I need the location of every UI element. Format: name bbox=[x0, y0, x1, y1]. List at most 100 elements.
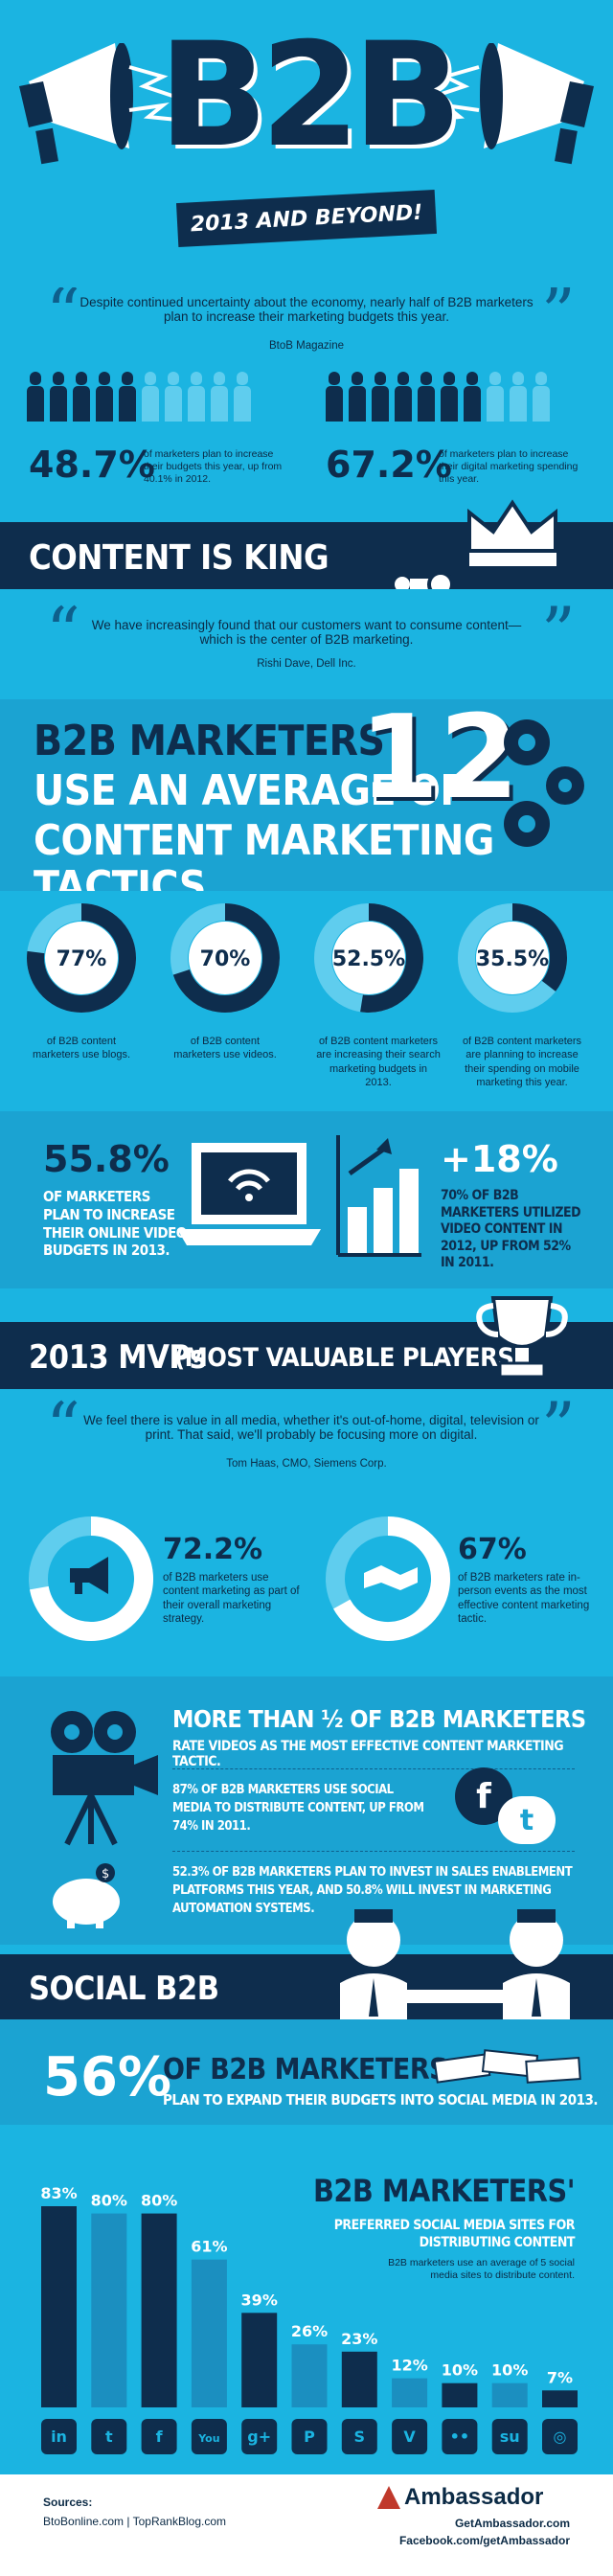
chart-bar bbox=[542, 2390, 578, 2407]
ring-arc bbox=[27, 903, 136, 1013]
ring-value: 52.5% bbox=[332, 947, 405, 971]
megaphone-right-icon bbox=[480, 43, 594, 165]
piggy-bank-icon: $ bbox=[53, 1863, 120, 1928]
twitter-icon[interactable] bbox=[91, 2419, 127, 2454]
mvps-heading-sub: (MOST VALUABLE PLAYERS) bbox=[174, 1343, 524, 1373]
chart-icon-glyph: f bbox=[156, 2428, 164, 2446]
chart-icon-glyph: t bbox=[105, 2428, 113, 2446]
footer: Sources: BtoBonline.com | TopRankBlog.co… bbox=[0, 2474, 613, 2576]
laptop-wifi-icon bbox=[177, 1143, 321, 1245]
sources-text: BtoBonline.com | TopRankBlog.com bbox=[43, 2515, 226, 2528]
quote-close-icon: ” bbox=[541, 287, 576, 353]
quote-close-icon: ” bbox=[541, 1389, 576, 1467]
mvps-stats-section: 72.2% of B2B marketers use content marke… bbox=[0, 1504, 613, 1667]
chart-icon-glyph: P bbox=[304, 2428, 315, 2446]
ring-label: of B2B content marketers use blogs. bbox=[32, 1036, 131, 1061]
stumbleupon-icon[interactable] bbox=[491, 2419, 528, 2454]
twitter-icon: t bbox=[498, 1796, 556, 1844]
quote-open-icon: “ bbox=[46, 287, 80, 353]
video-camera-icon bbox=[51, 1711, 158, 1846]
social-heading: SOCIAL B2B bbox=[29, 1970, 219, 2008]
half-heading: MORE THAN ½ OF B2B MARKETERS bbox=[172, 1705, 586, 1733]
mvp-ring-arc bbox=[30, 1516, 153, 1641]
mvp-stat2-value: 67% bbox=[458, 1533, 527, 1566]
megaphone-small-icon bbox=[70, 1557, 108, 1594]
intro-section: “ ” Despite continued uncertainty about … bbox=[0, 287, 613, 498]
pinterest-icon[interactable] bbox=[291, 2419, 328, 2454]
ring-center bbox=[332, 922, 405, 994]
sources-label: Sources: bbox=[43, 2496, 93, 2509]
quote-open-icon: “ bbox=[46, 593, 80, 672]
mvps-source: Tom Haas, CMO, Siemens Corp. bbox=[226, 1458, 387, 1470]
slideshare-icon[interactable] bbox=[341, 2419, 377, 2454]
chart-bar-label: 80% bbox=[141, 2192, 177, 2210]
header-title: B2B bbox=[158, 12, 462, 179]
chart-icon-glyph: V bbox=[403, 2428, 416, 2446]
money-stack-icon bbox=[433, 2049, 581, 2084]
video-section: 55.8% OF MARKETERS PLAN TO INCREASE THEI… bbox=[0, 1111, 613, 1288]
flickr-icon[interactable] bbox=[442, 2419, 478, 2454]
megaphone-left-icon bbox=[19, 43, 133, 165]
chart-bar bbox=[392, 2378, 428, 2407]
half-sales: 52.3% OF B2B MARKETERS PLAN TO INVEST IN… bbox=[172, 1865, 573, 1916]
rings-chart: 77% 70% 52.5% 35.5% bbox=[27, 903, 567, 1013]
linkedin-icon[interactable] bbox=[41, 2419, 77, 2454]
ring-arc bbox=[360, 903, 423, 1013]
chart-bar bbox=[141, 2213, 177, 2407]
ring-value: 70% bbox=[200, 947, 251, 971]
sound-bolt-left-icon bbox=[128, 65, 178, 122]
intro-stat1-text: of marketers plan to increase their budg… bbox=[144, 448, 283, 486]
chart-icon-glyph: ◎ bbox=[554, 2428, 567, 2446]
video-right-text: 70% OF B2B MARKETERS UTILIZED VIDEO CONT… bbox=[441, 1188, 581, 1270]
quote-open-icon: “ bbox=[46, 1389, 80, 1467]
video-right-value: +18% bbox=[441, 1138, 558, 1180]
chart-subtitle: PREFERRED SOCIAL MEDIA SITES FOR DISTRIB… bbox=[333, 2218, 576, 2251]
intro-quote: Despite continued uncertainty about the … bbox=[79, 295, 534, 324]
mvps-heading: 2013 MVPs bbox=[29, 1338, 207, 1377]
ring-arc bbox=[172, 903, 280, 1013]
chart-icon-glyph: g+ bbox=[247, 2428, 271, 2446]
half-social: 87% OF B2B MARKETERS USE SOCIAL MEDIA TO… bbox=[172, 1783, 424, 1834]
social-line2: PLAN TO EXPAND THEIR BUDGETS INTO SOCIAL… bbox=[163, 2091, 599, 2109]
youtube-icon[interactable] bbox=[191, 2419, 227, 2454]
vimeo-icon[interactable] bbox=[392, 2419, 428, 2454]
chart-section: B2B MARKETERS' PREFERRED SOCIAL MEDIA SI… bbox=[0, 2134, 613, 2474]
half-section: $ MORE THAN ½ OF B2B MARKETERS RATE VIDE… bbox=[0, 1676, 613, 1945]
brand-name: Ambassador bbox=[404, 2484, 544, 2510]
people-row-left bbox=[27, 372, 251, 422]
content-king-quote-section: “ ” We have increasingly found that our … bbox=[0, 589, 613, 699]
content-king-quote: We have increasingly found that our cust… bbox=[91, 618, 522, 647]
mvp-ring-arc bbox=[333, 1516, 450, 1641]
ribbon-text: 2013 AND BEYOND! bbox=[190, 200, 423, 237]
chart-icon-glyph: You bbox=[197, 2432, 219, 2445]
rings-section: 77% 70% 52.5% 35.5% of B2B content marketer… bbox=[0, 891, 613, 1106]
facebook-icon[interactable] bbox=[141, 2419, 177, 2454]
mvps-quote-section: “ ” We feel there is value in all media,… bbox=[0, 1389, 613, 1504]
content-king-heading: CONTENT IS KING bbox=[29, 538, 329, 578]
chart-bar bbox=[41, 2206, 77, 2407]
ring-label: of B2B content marketers use videos. bbox=[173, 1036, 277, 1061]
tactics-number: 12 bbox=[359, 699, 519, 825]
intro-stat2-text: of marketers plan to increase their digi… bbox=[439, 448, 579, 486]
half-sub: RATE VIDEOS AS THE MOST EFFECTIVE CONTEN… bbox=[172, 1739, 564, 1769]
chart-title: B2B MARKETERS' bbox=[312, 2173, 576, 2209]
tactics-line3: CONTENT MARKETING TACTICS. bbox=[34, 816, 494, 891]
brand-facebook[interactable]: Facebook.com/getAmbassador bbox=[398, 2534, 570, 2547]
quote-close-icon: ” bbox=[541, 593, 576, 672]
mvp-stat2-text: of B2B marketers rate in-person events a… bbox=[458, 1572, 590, 1626]
content-king-source: Rishi Dave, Dell Inc. bbox=[257, 658, 356, 670]
businessmen-icon bbox=[340, 1909, 570, 2026]
mvps-quote: We feel there is value in all media, whe… bbox=[83, 1413, 539, 1442]
google+-icon[interactable] bbox=[241, 2419, 278, 2454]
chart-icon-glyph: S bbox=[354, 2428, 366, 2446]
brand-site[interactable]: GetAmbassador.com bbox=[454, 2517, 570, 2530]
chart-icon-glyph: in bbox=[51, 2428, 67, 2446]
ring-center bbox=[45, 922, 118, 994]
instagram-icon[interactable] bbox=[542, 2419, 578, 2454]
intro-source: BtoB Magazine bbox=[269, 340, 344, 352]
ring-label: of B2B content marketers are increasing … bbox=[316, 1036, 441, 1088]
gears-icon bbox=[504, 719, 584, 847]
trophy-icon bbox=[476, 1296, 568, 1379]
video-left-value: 55.8% bbox=[43, 1138, 170, 1180]
divider bbox=[172, 1768, 575, 1769]
